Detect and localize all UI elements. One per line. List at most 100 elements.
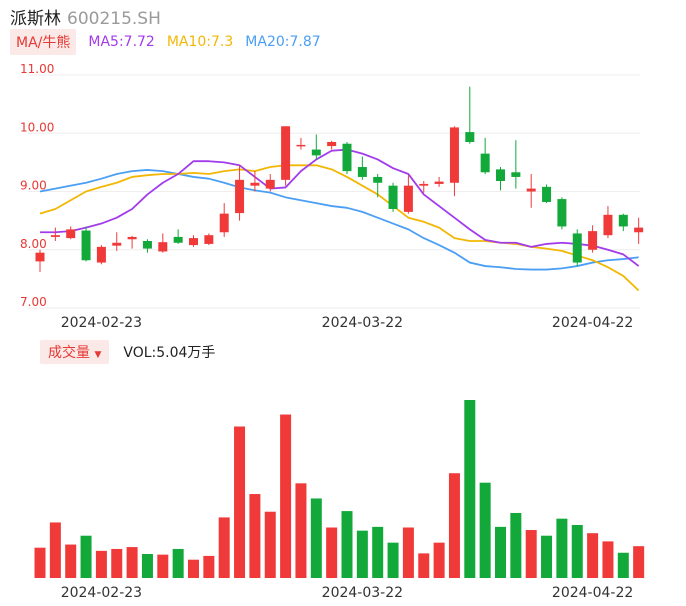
candle-body: [158, 242, 168, 252]
candle-body: [112, 242, 122, 246]
volume-bar: [264, 511, 276, 578]
volume-bar: [295, 483, 307, 578]
candle-body: [327, 141, 337, 147]
y-tick-label: 11.00: [20, 62, 54, 76]
volume-bar: [356, 530, 368, 578]
stock-code: 600215.SH: [67, 9, 161, 29]
candle-body: [235, 179, 245, 214]
volume-bar: [310, 498, 322, 578]
ma20-value: MA20:7.87: [245, 34, 321, 50]
x-date-label: 2024-03-22: [322, 585, 403, 601]
ma5-value: MA5:7.72: [88, 34, 155, 50]
candle-body: [419, 183, 429, 186]
candle-body: [250, 182, 260, 186]
candle-body: [311, 149, 321, 156]
candle-body: [66, 229, 76, 239]
volume-bar: [234, 426, 246, 578]
candle-body: [204, 235, 214, 244]
ma-indicator-selector[interactable]: MA/牛熊: [10, 29, 77, 55]
volume-bar: [111, 548, 123, 578]
volume-bar: [587, 533, 599, 578]
volume-bar: [571, 524, 583, 578]
ma20-line: [39, 169, 639, 271]
volume-indicator-selector[interactable]: 成交量 ▼: [40, 340, 110, 364]
volume-bar: [372, 526, 384, 578]
ma10-value: MA10:7.3: [166, 34, 234, 50]
candle-body: [81, 230, 91, 261]
candle-body: [219, 213, 229, 233]
volume-bar: [141, 554, 153, 578]
volume-bar: [602, 541, 614, 578]
x-date-label: 2024-02-23: [61, 585, 142, 601]
volume-bar: [280, 414, 292, 578]
volume-bar: [525, 530, 537, 578]
volume-bar: [341, 511, 353, 578]
volume-bar: [172, 548, 184, 578]
candle-body: [296, 144, 306, 147]
volume-bar: [541, 535, 553, 578]
candle-body: [496, 169, 505, 182]
volume-bar: [188, 559, 199, 578]
candle-body: [142, 241, 152, 249]
x-date-label: 2024-02-23: [61, 315, 142, 331]
volume-bar: [249, 494, 261, 578]
candle-body: [618, 214, 628, 227]
volume-bar: [448, 473, 460, 578]
candle-body: [388, 185, 398, 209]
volume-bar: [510, 512, 522, 578]
volume-bar: [633, 546, 645, 578]
candle-body: [542, 186, 552, 202]
y-tick-label: 8.00: [20, 237, 47, 251]
volume-bar: [95, 550, 107, 578]
candle-body: [50, 235, 60, 237]
volume-bar: [203, 555, 215, 578]
volume-bar: [126, 547, 138, 578]
candle-body: [342, 143, 352, 172]
ma5-line: [40, 148, 640, 267]
volume-bar: [556, 518, 568, 578]
volume-bar: [495, 526, 506, 578]
y-tick-label: 9.00: [20, 179, 47, 193]
stock-name: 派斯林: [10, 9, 61, 29]
caret-down-icon: ▼: [94, 350, 102, 360]
volume-bar: [479, 482, 491, 578]
candle-body: [403, 185, 413, 212]
volume-bar: [65, 544, 77, 578]
candle-body: [173, 236, 183, 243]
volume-bar: [157, 554, 169, 578]
stock-header: 派斯林 600215.SH: [10, 4, 161, 29]
volume-bar: [418, 553, 430, 578]
volume-bar: [34, 547, 46, 578]
volume-bar: [402, 527, 414, 578]
volume-bar: [464, 400, 476, 578]
candle-body: [603, 214, 613, 236]
candle-body: [480, 153, 490, 173]
volume-bar: [433, 542, 445, 578]
candle-body: [373, 176, 383, 183]
y-tick-label: 7.00: [20, 295, 47, 309]
y-tick-label: 10.00: [20, 120, 54, 134]
candle-body: [526, 188, 536, 192]
candle-body: [357, 167, 367, 177]
candle-body: [557, 199, 567, 227]
volume-bar: [387, 542, 399, 578]
volume-bar: [218, 517, 230, 578]
volume-legend: 成交量 ▼ VOL:5.04万手: [40, 340, 215, 364]
volume-bar: [80, 535, 92, 578]
x-date-label: 2024-03-22: [322, 315, 403, 331]
candle-body: [127, 236, 137, 240]
candle-body: [572, 233, 582, 263]
ma-legend: MA/牛熊 MA5:7.72 MA10:7.3 MA20:7.87: [10, 29, 321, 55]
volume-bar: [49, 522, 61, 578]
candle-body: [189, 238, 198, 246]
candle-body: [281, 126, 291, 180]
candle-body: [588, 231, 598, 250]
candle-body: [265, 179, 275, 189]
candle-body: [434, 181, 444, 184]
candle-body: [634, 227, 644, 233]
x-date-label: 2024-04-22: [552, 585, 633, 601]
volume-label: 成交量: [48, 345, 90, 361]
candle-body: [449, 127, 459, 183]
volume-bar: [617, 552, 629, 578]
candle-body: [511, 172, 521, 177]
